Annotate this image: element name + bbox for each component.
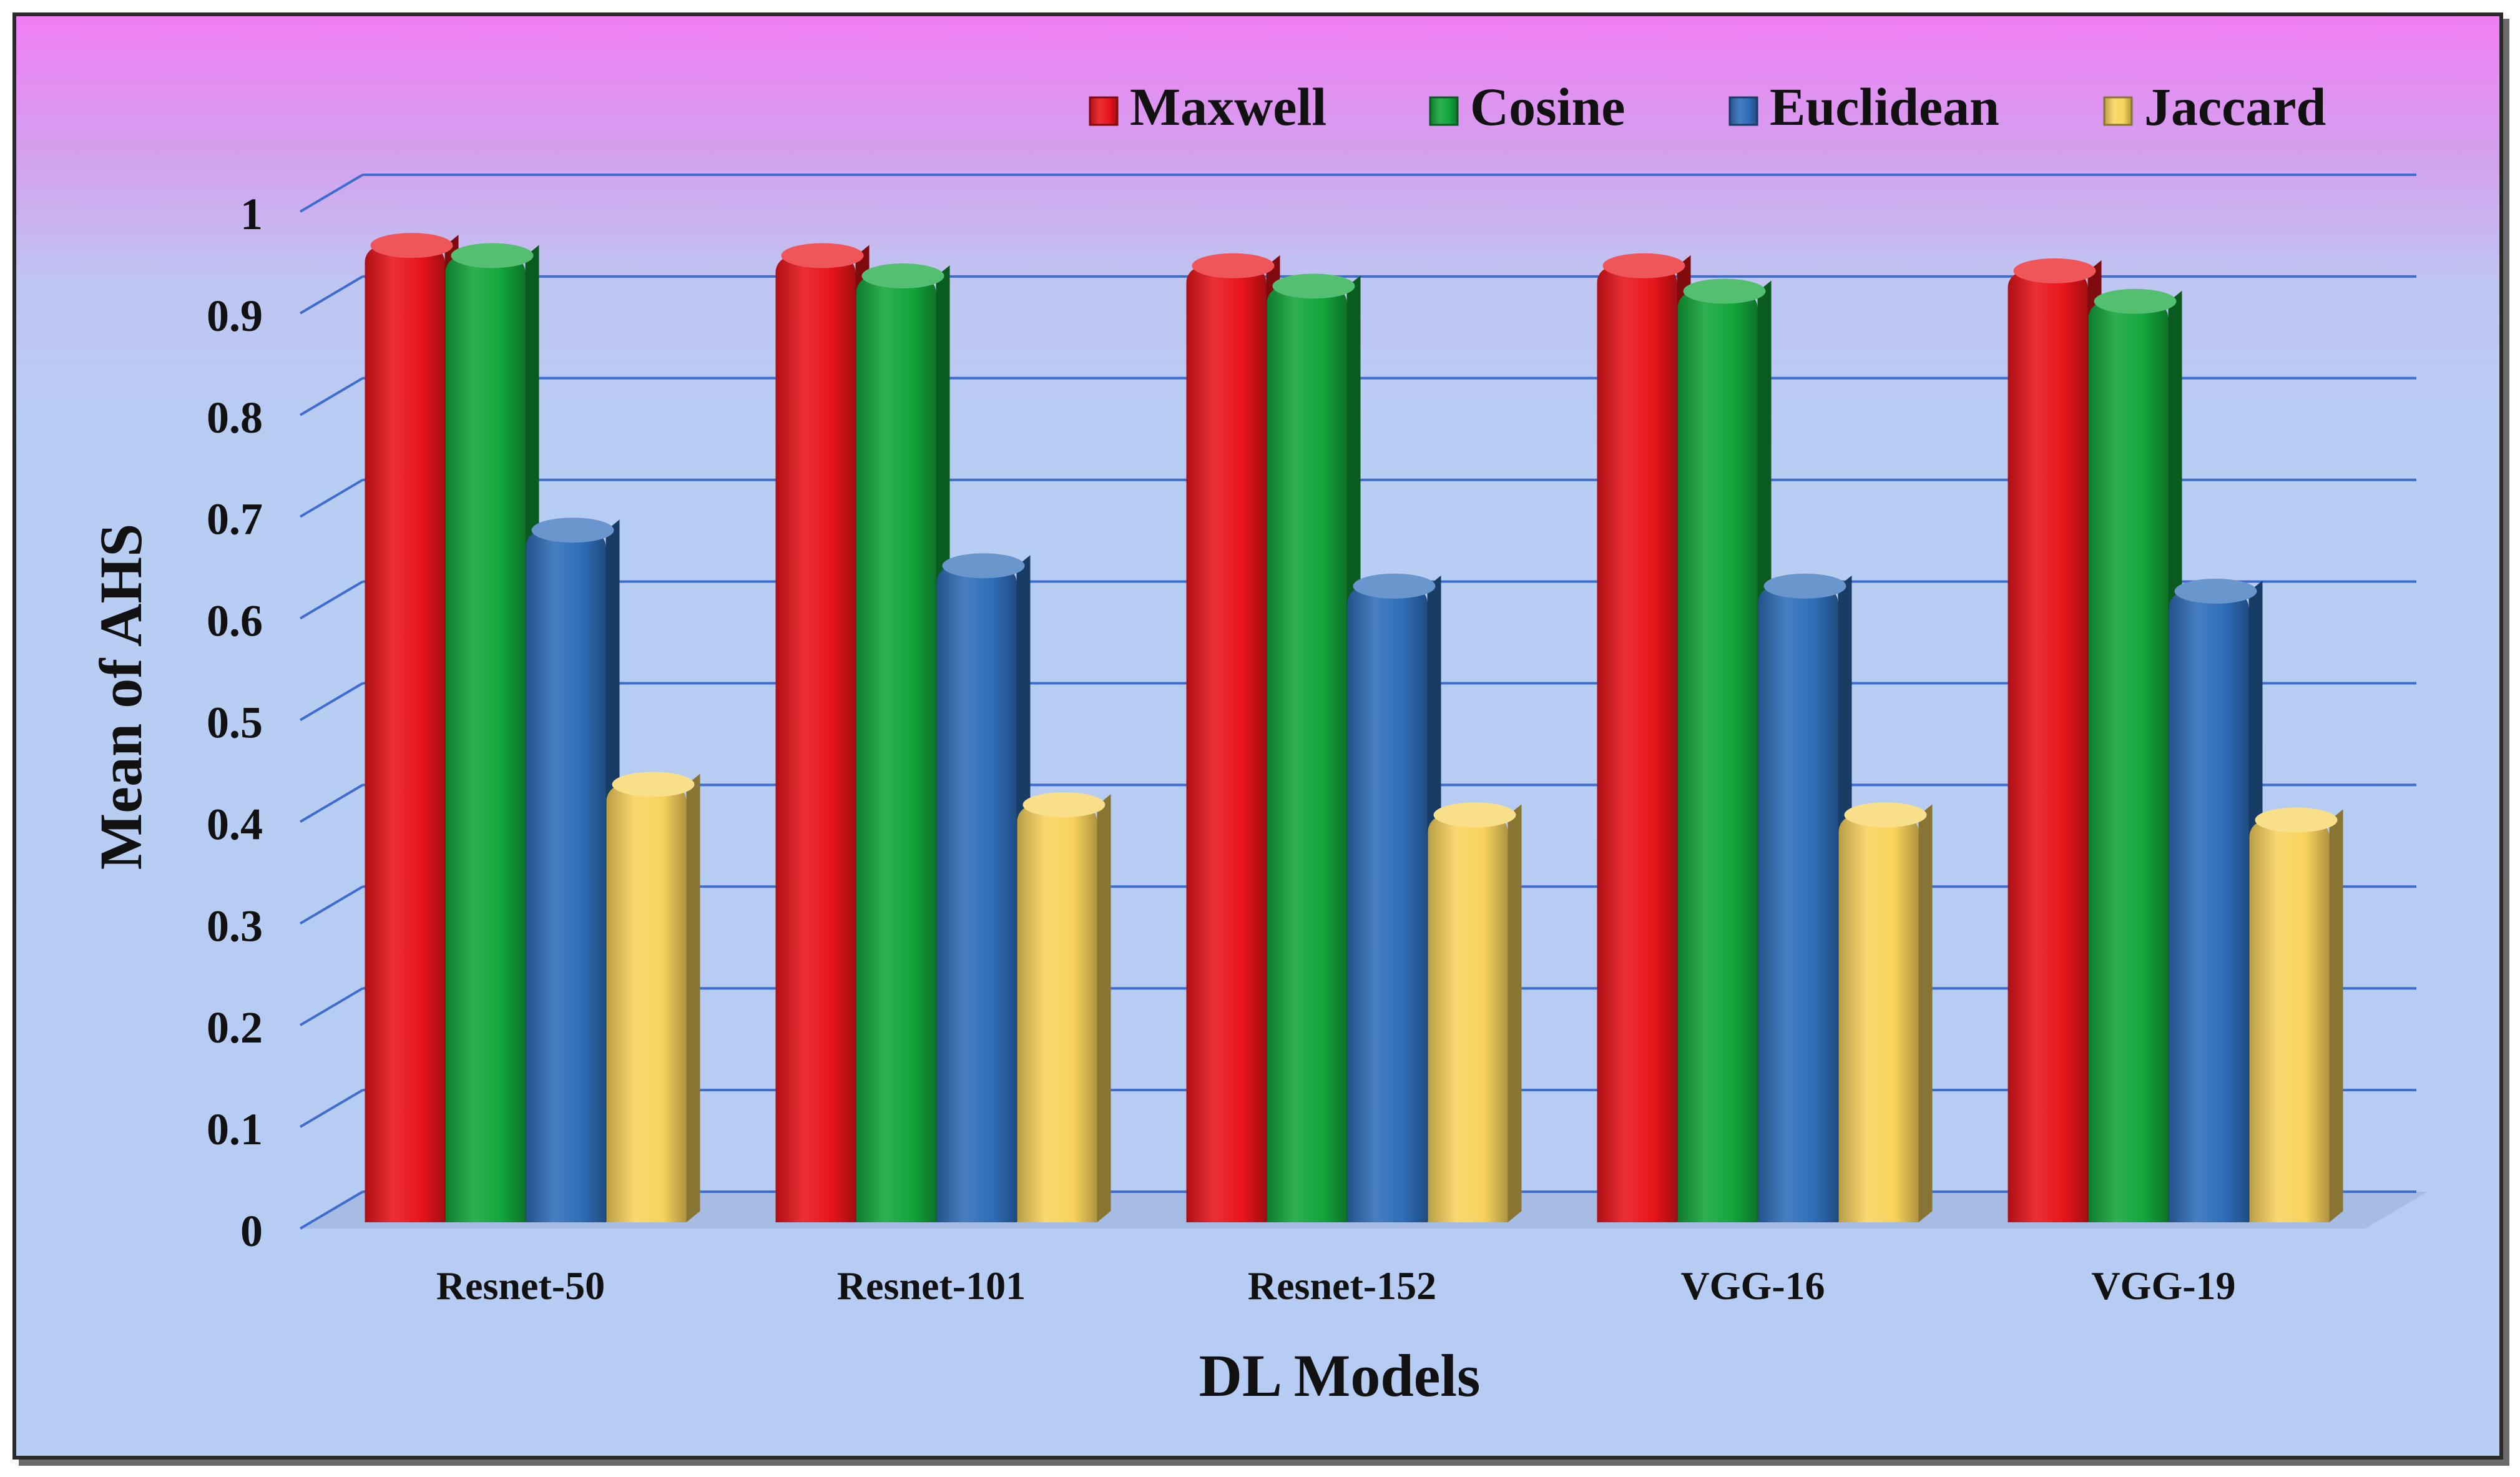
gridline-diagonal (299, 275, 364, 315)
bar (936, 553, 1031, 1223)
gridline-diagonal (299, 987, 364, 1026)
gridline-diagonal (299, 377, 364, 416)
legend-swatch (2103, 96, 2133, 126)
bar (1597, 253, 1691, 1222)
bar (1838, 802, 1933, 1222)
y-tick-label: 0.2 (207, 1003, 263, 1053)
x-tick-label: VGG-16 (1680, 1264, 1825, 1308)
bar (1017, 792, 1111, 1222)
gridline-diagonal (299, 478, 364, 518)
bar (365, 233, 459, 1222)
bar (606, 772, 700, 1222)
bar (2249, 807, 2343, 1222)
x-tick-label: Resnet-101 (837, 1264, 1026, 1308)
chart-frame: 0 0.1 0.2 0.3 0.4 0.5 0.6 0.7 0.8 0.9 1 Resnet-50 Re… (12, 12, 2503, 1460)
axis-layer: 0 0.1 0.2 0.3 0.4 0.5 0.6 0.7 0.8 0.9 1 Resnet-50 Re… (207, 189, 2236, 1308)
bar (526, 518, 620, 1222)
y-tick-label: 0.8 (207, 393, 263, 443)
bar (445, 243, 539, 1223)
bar (775, 243, 870, 1223)
legend-item: Cosine (1429, 77, 1625, 137)
y-tick-label: 1 (240, 189, 263, 239)
gridline-diagonal (299, 1089, 364, 1128)
gridline-diagonal (299, 174, 364, 213)
gridline-diagonal (299, 1190, 364, 1230)
bar (856, 263, 950, 1222)
bar-chart: 0 0.1 0.2 0.3 0.4 0.5 0.6 0.7 0.8 0.9 1 Resnet-50 Re… (87, 77, 2428, 1409)
x-axis-title: DL Models (1199, 1342, 1481, 1409)
gridline-diagonal (299, 580, 364, 620)
legend-swatch (1429, 96, 1459, 126)
bar (2169, 579, 2263, 1222)
x-tick-label: Resnet-152 (1248, 1264, 1436, 1308)
y-tick-label: 0.7 (207, 494, 263, 544)
legend-item: Maxwell (1089, 77, 1326, 137)
gridline-diagonal (299, 682, 364, 722)
bar (1758, 573, 1852, 1222)
legend-item: Euclidean (1728, 77, 1999, 137)
legend-label: Maxwell (1130, 77, 1326, 137)
bar (1347, 573, 1441, 1222)
y-tick-label: 0.9 (207, 291, 263, 341)
x-tick-label: VGG-19 (2091, 1264, 2235, 1308)
gridline-diagonal (299, 783, 364, 823)
legend-label: Jaccard (2144, 77, 2326, 137)
gridline-diagonal (299, 885, 364, 925)
y-tick-label: 0 (240, 1206, 263, 1256)
y-tick-label: 0.6 (207, 596, 263, 646)
y-axis-title: Mean of AHS (87, 524, 154, 870)
legend-label: Euclidean (1770, 77, 1999, 137)
y-tick-label: 0.3 (207, 901, 263, 951)
y-tick-label: 0.1 (207, 1104, 263, 1154)
legend-swatch (1089, 96, 1119, 126)
y-tick-label: 0.4 (207, 799, 263, 849)
bar (1186, 253, 1280, 1222)
bar (1428, 802, 1522, 1222)
x-tick-label: Resnet-50 (436, 1264, 605, 1308)
y-tick-label: 0.5 (207, 698, 263, 748)
legend-label: Cosine (1470, 77, 1625, 137)
bar (2088, 288, 2182, 1222)
bar (1677, 278, 1772, 1223)
bar (1267, 273, 1361, 1222)
bar (2008, 258, 2102, 1222)
legend-item: Jaccard (2103, 77, 2326, 137)
legend: Maxwell Cosine Euclidean Jaccard (1089, 77, 2326, 137)
bars-layer (365, 233, 2343, 1223)
legend-swatch (1728, 96, 1758, 126)
